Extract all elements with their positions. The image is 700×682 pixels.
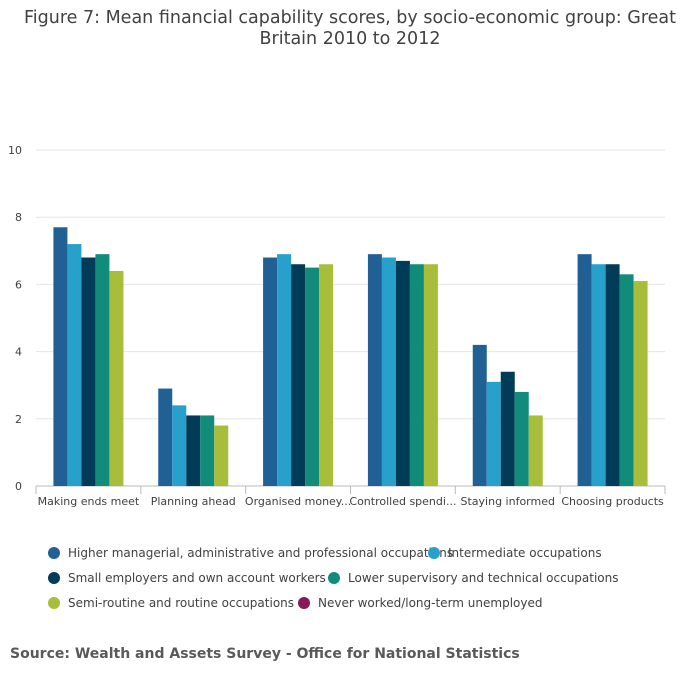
y-tick-label: 2 (15, 413, 22, 426)
legend-swatch (428, 546, 440, 559)
y-tick-label: 6 (15, 278, 22, 291)
legend-item[interactable]: Semi-routine and routine occupations (48, 596, 298, 610)
bar[interactable] (200, 415, 215, 486)
legend-label: Never worked/long-term unemployed (318, 595, 543, 610)
bar[interactable] (528, 415, 543, 486)
legend-label: Higher managerial, administrative and pr… (68, 545, 454, 560)
x-axis: Making ends meet Planning ahead Organised … (35, 485, 666, 508)
bar[interactable] (67, 244, 82, 486)
bar[interactable] (514, 391, 529, 486)
legend-swatch (328, 571, 340, 584)
x-tick-label: Staying informed (461, 495, 555, 508)
x-tick-label: Choosing products (561, 495, 664, 508)
bar[interactable] (423, 264, 438, 486)
y-tick-label: 4 (15, 346, 22, 359)
x-tick-label: Organised money... (245, 495, 351, 508)
bar-chart: 0 2 4 6 8 10 Making ends meet Planning ahead Or… (8, 144, 666, 508)
bar[interactable] (367, 254, 382, 486)
chart-title: Figure 7: Mean financial capability scor… (24, 8, 676, 49)
bar[interactable] (109, 270, 124, 486)
bar[interactable] (214, 425, 229, 486)
bar[interactable] (305, 267, 320, 486)
bar[interactable] (53, 227, 68, 486)
bar[interactable] (500, 371, 515, 486)
legend-row: Small employers and own account workers L… (48, 565, 688, 590)
bar[interactable] (381, 257, 396, 486)
x-tick-label: Making ends meet (38, 495, 140, 508)
bar[interactable] (409, 264, 424, 486)
y-tick-label: 0 (15, 480, 22, 493)
y-axis-ticks: 0 2 4 6 8 10 (8, 144, 22, 493)
legend-swatch (298, 596, 310, 609)
bar[interactable] (81, 257, 96, 486)
legend-row: Higher managerial, administrative and pr… (48, 540, 688, 565)
bar[interactable] (186, 415, 201, 486)
bar[interactable] (605, 264, 620, 486)
bar[interactable] (577, 254, 592, 486)
legend-item[interactable]: Higher managerial, administrative and pr… (48, 546, 453, 560)
bar[interactable] (158, 388, 173, 486)
source-note: Source: Wealth and Assets Survey - Offic… (10, 646, 520, 662)
legend-swatch (48, 546, 60, 559)
legend-label: Lower supervisory and technical occupati… (348, 570, 619, 585)
legend-swatch (48, 571, 60, 584)
legend-item[interactable]: Never worked/long-term unemployed (298, 596, 598, 610)
legend-label: Semi-routine and routine occupations (68, 595, 295, 610)
bar[interactable] (263, 257, 278, 486)
bar[interactable] (277, 254, 292, 486)
bar[interactable] (633, 281, 648, 486)
legend-row: Semi-routine and routine occupations Neve… (48, 590, 688, 615)
bar[interactable] (619, 274, 634, 486)
legend-item[interactable]: Small employers and own account workers (48, 571, 328, 585)
y-tick-label: 10 (8, 144, 22, 157)
bar[interactable] (395, 260, 410, 486)
legend-swatch (48, 596, 60, 609)
legend: Higher managerial, administrative and pr… (48, 540, 688, 615)
bar[interactable] (472, 344, 487, 486)
bar[interactable] (291, 264, 306, 486)
bar[interactable] (486, 381, 501, 486)
legend-label: Small employers and own account workers (68, 570, 326, 585)
y-tick-label: 8 (15, 211, 22, 224)
legend-label: Intermediate occupations (448, 545, 602, 560)
x-tick-label: Planning ahead (151, 495, 236, 508)
legend-item[interactable]: Intermediate occupations (428, 546, 628, 560)
legend-item[interactable]: Lower supervisory and technical occupati… (328, 571, 628, 585)
bars (53, 227, 648, 486)
bar[interactable] (95, 254, 110, 486)
bar[interactable] (319, 264, 334, 486)
x-tick-label: Controlled spendi... (349, 495, 456, 508)
bar[interactable] (591, 264, 606, 486)
gridlines (36, 149, 665, 420)
bar[interactable] (172, 405, 187, 486)
